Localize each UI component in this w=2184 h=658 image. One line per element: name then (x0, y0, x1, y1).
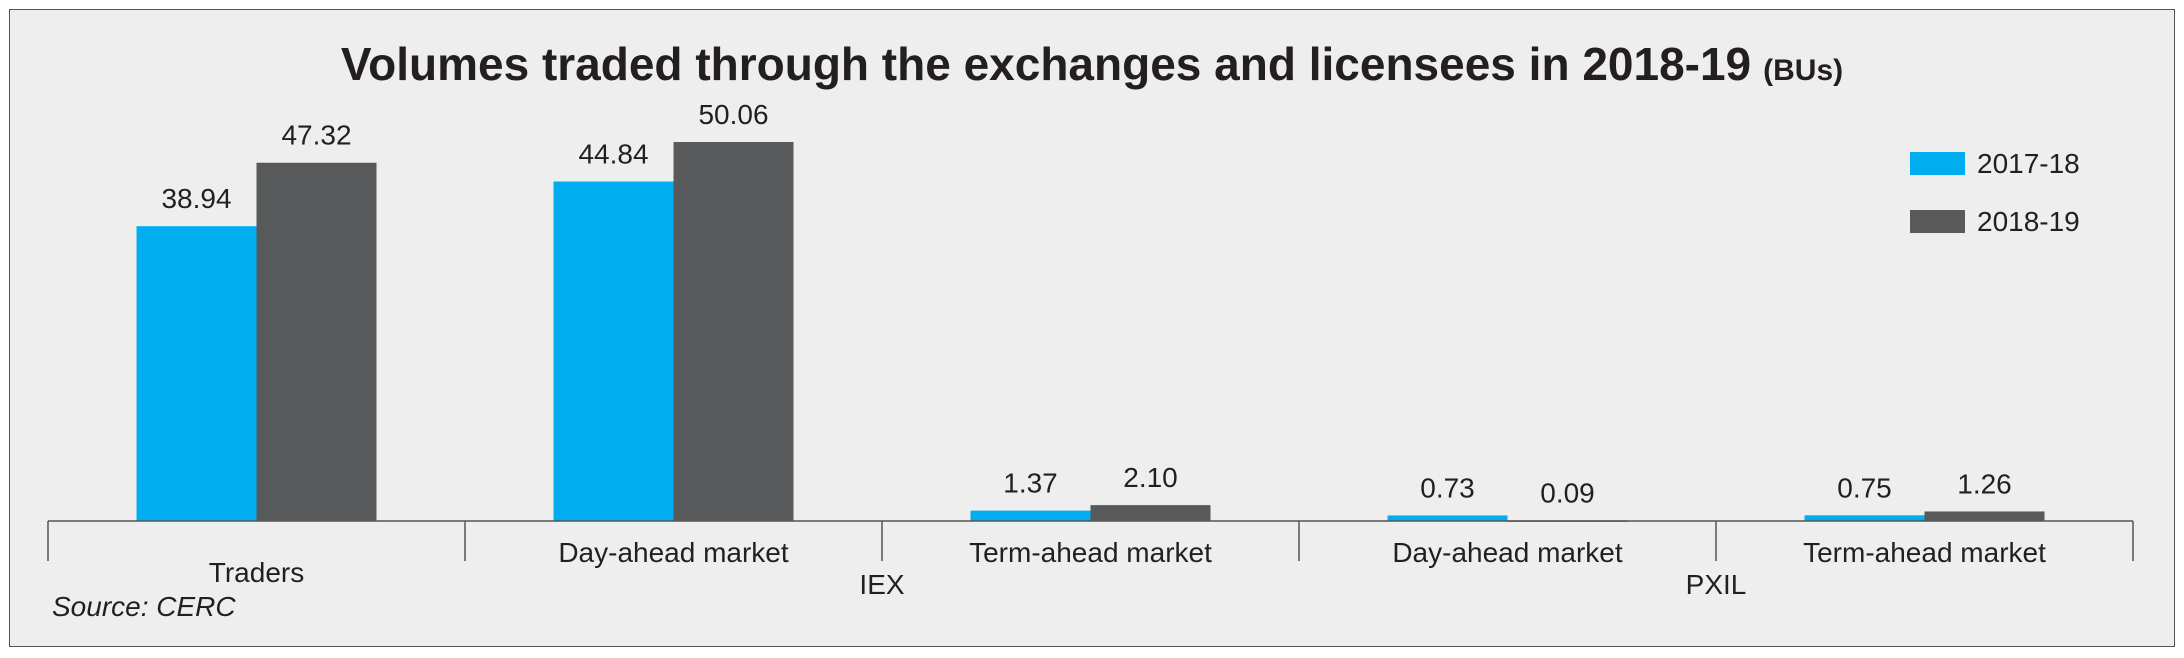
source-note: Source: CERC (52, 591, 236, 622)
value-label-2017-18-4: 0.75 (1837, 472, 1892, 503)
legend-swatch-0 (1910, 152, 1965, 175)
value-label-2017-18-1: 44.84 (578, 139, 648, 170)
category-label-0: Traders (209, 557, 304, 588)
value-label-2017-18-3: 0.73 (1420, 472, 1475, 503)
bar-2018-19-0 (256, 162, 377, 521)
bar-2017-18-0 (136, 226, 257, 521)
bars-layer (136, 142, 2045, 522)
x-axis: Traders Day-ahead market Term-ahead market… (47, 520, 2134, 600)
value-label-2018-19-3: 0.09 (1540, 477, 1595, 508)
legend-label-0: 2017-18 (1977, 148, 2080, 179)
chart-title-text: Volumes traded through the exchanges and… (341, 38, 1751, 90)
bar-2018-19-1 (673, 142, 794, 521)
bar-2018-19-2 (1090, 505, 1211, 521)
value-label-2017-18-0: 38.94 (161, 183, 231, 214)
bar-2017-18-3 (1387, 515, 1508, 521)
category-label-1: Day-ahead market (558, 537, 789, 568)
category-label-4: Term-ahead market (1803, 537, 2046, 568)
chart-title-unit: (BUs) (1763, 54, 1843, 87)
legend: 2017-18 2018-19 (1910, 148, 2080, 237)
legend-label-1: 2018-19 (1977, 206, 2080, 237)
chart-title: Volumes traded through the exchanges and… (341, 38, 1843, 90)
bar-2017-18-4 (1804, 515, 1925, 521)
bar-2017-18-2 (970, 510, 1091, 521)
value-label-2017-18-2: 1.37 (1003, 468, 1058, 499)
category-label-2: Term-ahead market (969, 537, 1212, 568)
bar-2018-19-4 (1924, 511, 2045, 521)
value-label-2018-19-1: 50.06 (698, 99, 768, 130)
value-label-2018-19-2: 2.10 (1123, 462, 1178, 493)
group-label-1: IEX (859, 569, 904, 600)
value-label-2018-19-0: 47.32 (281, 120, 351, 151)
bar-2017-18-1 (553, 181, 674, 521)
value-label-2018-19-4: 1.26 (1957, 468, 2012, 499)
value-labels-layer: 38.94 47.32 44.84 50.06 1.37 2.10 0.73 0.09 0.75… (161, 99, 2011, 508)
group-label-2: PXIL (1686, 569, 1747, 600)
category-label-3: Day-ahead market (1392, 537, 1623, 568)
legend-swatch-1 (1910, 210, 1965, 233)
